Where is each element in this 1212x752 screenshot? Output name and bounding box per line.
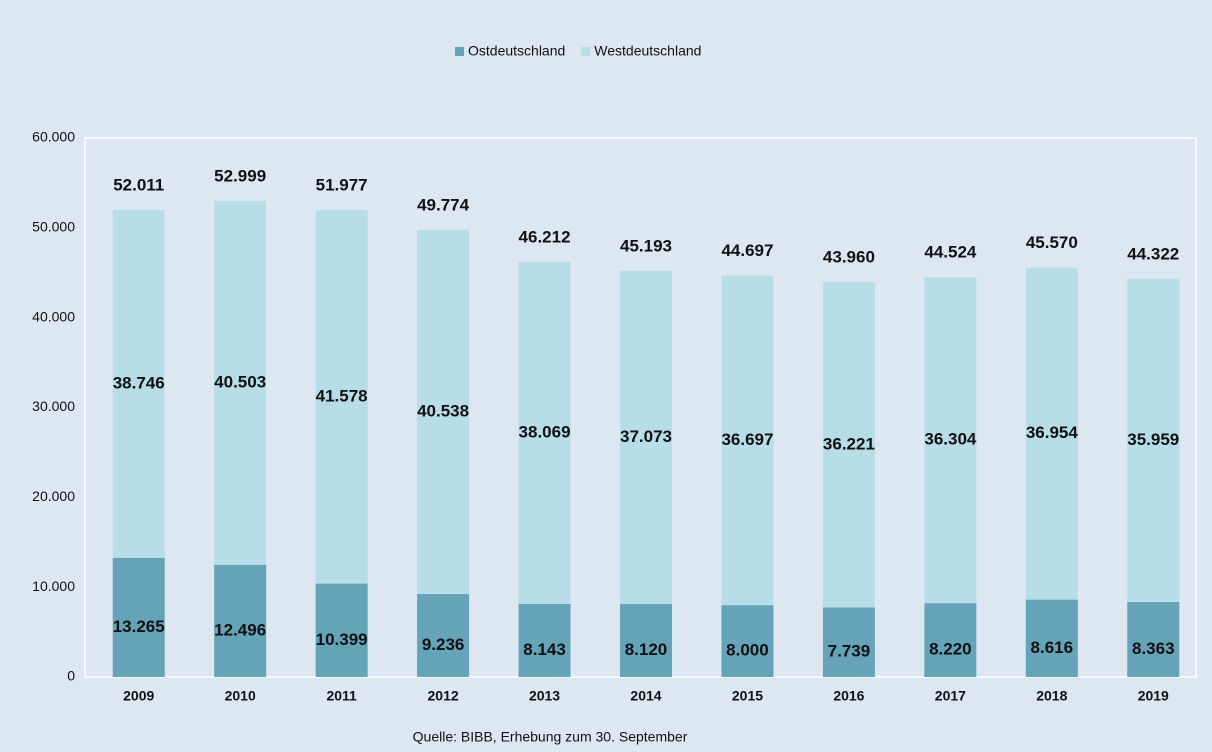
bar-segment	[721, 605, 774, 677]
bar-segment	[112, 557, 165, 677]
bar-segment	[1127, 601, 1180, 677]
x-tick-label: 2019	[1138, 688, 1169, 704]
data-label: 36.697	[721, 430, 773, 449]
y-tick-label: 50.000	[32, 219, 75, 235]
total-label: 51.977	[316, 176, 368, 195]
bar-segment	[924, 277, 977, 604]
y-tick-label: 10.000	[32, 578, 75, 594]
total-label: 45.570	[1026, 233, 1078, 252]
y-tick-label: 30.000	[32, 398, 75, 414]
x-tick-label: 2012	[428, 688, 459, 704]
data-label: 13.265	[113, 617, 165, 636]
x-tick-label: 2018	[1036, 688, 1067, 704]
data-label: 35.959	[1127, 430, 1179, 449]
total-label: 44.322	[1127, 244, 1179, 263]
bar-segment	[1025, 599, 1078, 677]
total-label: 52.011	[113, 175, 164, 194]
legend-label: Westdeutschland	[594, 43, 701, 59]
legend-swatch	[581, 47, 591, 56]
bar-segment	[620, 271, 672, 605]
y-tick-label: 0	[67, 668, 75, 684]
bar-segment	[518, 603, 571, 677]
data-label: 10.399	[316, 630, 368, 649]
data-label: 38.746	[113, 373, 165, 392]
data-label: 37.073	[620, 427, 672, 446]
bar-segment	[214, 200, 267, 565]
total-label: 43.960	[823, 248, 875, 267]
bar-segment	[214, 564, 267, 677]
x-tick-label: 2013	[529, 688, 560, 704]
data-label: 40.503	[214, 372, 266, 391]
data-label: 8.220	[929, 640, 972, 659]
data-label: 36.304	[924, 430, 977, 449]
total-label: 44.524	[924, 243, 977, 262]
data-label: 8.000	[726, 641, 769, 660]
bar-segment	[1025, 267, 1078, 600]
legend-label: Ostdeutschland	[468, 43, 565, 59]
total-label: 52.999	[214, 166, 266, 185]
x-tick-label: 2014	[630, 688, 661, 704]
y-tick-label: 40.000	[32, 308, 75, 324]
bar-segment	[112, 209, 165, 558]
bar-segment	[518, 261, 571, 604]
bar-segment	[417, 594, 470, 677]
data-label: 36.954	[1026, 423, 1079, 442]
data-label: 8.616	[1031, 638, 1074, 657]
bar-segment	[417, 229, 470, 595]
total-label: 46.212	[519, 227, 571, 246]
bar-segment	[1127, 278, 1180, 602]
source-note: Quelle: BIBB, Erhebung zum 30. September	[413, 729, 688, 745]
data-label: 41.578	[316, 386, 368, 405]
y-tick-label: 60.000	[32, 129, 75, 145]
bar-segment	[721, 275, 774, 606]
data-label: 36.221	[823, 434, 875, 453]
bar-segment	[620, 604, 672, 677]
data-label: 12.496	[214, 620, 266, 639]
bar-segment	[822, 607, 875, 677]
bar-segment	[315, 583, 368, 677]
bar-segment	[315, 210, 368, 584]
y-tick-label: 20.000	[32, 488, 75, 504]
legend-swatch	[455, 47, 464, 56]
data-label: 7.739	[828, 642, 871, 661]
total-label: 44.697	[721, 241, 773, 260]
x-tick-label: 2010	[225, 688, 256, 704]
bar-segment	[924, 603, 977, 677]
x-tick-label: 2015	[732, 688, 763, 704]
data-label: 8.120	[625, 640, 668, 659]
data-label: 38.069	[519, 422, 571, 441]
data-label: 8.143	[523, 640, 566, 659]
x-tick-label: 2017	[935, 688, 966, 704]
total-label: 45.193	[620, 237, 672, 256]
total-label: 49.774	[417, 195, 470, 214]
data-label: 8.363	[1132, 639, 1175, 658]
bar-segment	[822, 282, 875, 608]
x-tick-label: 2016	[833, 688, 864, 704]
data-label: 40.538	[417, 401, 469, 420]
data-label: 9.236	[422, 635, 465, 654]
x-tick-label: 2009	[123, 688, 154, 704]
x-tick-label: 2011	[326, 688, 357, 704]
